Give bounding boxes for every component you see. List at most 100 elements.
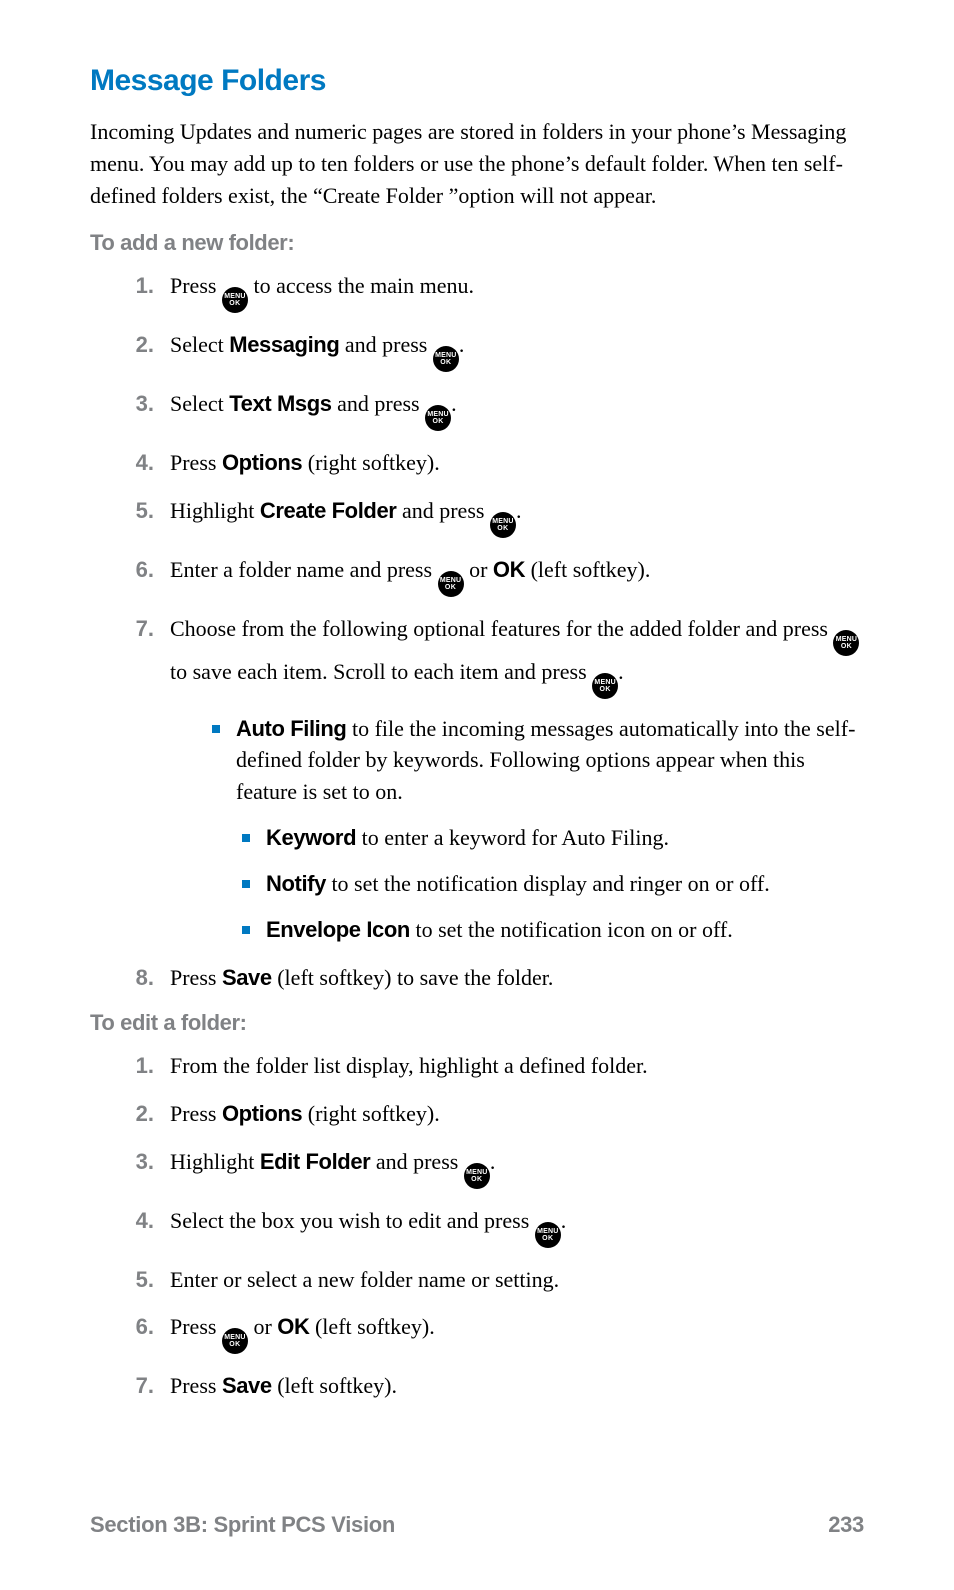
step-bold: OK [277,1314,309,1339]
step-text: and press [370,1149,463,1174]
bullet-bold: Auto Filing [236,716,346,741]
step-number: 3. [114,1146,154,1178]
document-page: Message Folders Incoming Updates and num… [0,0,954,1590]
step-number: 1. [114,270,154,302]
intro-paragraph: Incoming Updates and numeric pages are s… [90,116,864,212]
step-text: Press [170,1373,222,1398]
step-number: 2. [114,329,154,361]
step-text: Enter a folder name and press [170,557,438,582]
step-text: and press [339,332,432,357]
step-number: 8. [114,962,154,994]
menu-ok-icon: MENUOK [592,673,618,699]
step-bold: Save [222,1373,272,1398]
menu-ok-icon: MENUOK [433,346,459,372]
step-text: (left softkey). [272,1373,397,1398]
step-text: Choose from the following optional featu… [170,616,833,641]
step-text: (right softkey). [302,450,439,475]
step-item: 2. Press Options (right softkey). [90,1098,864,1130]
step-text: . [490,1149,496,1174]
subheading-add: To add a new folder: [90,230,864,256]
step-text: Press [170,1101,222,1126]
bullet-bold: Notify [266,871,326,896]
bullet-item: Notify to set the notification display a… [236,868,864,900]
step-text: Press [170,273,222,298]
step-text: . [459,332,465,357]
step-text: (left softkey). [309,1314,434,1339]
step-item: 1. Press MENUOK to access the main menu. [90,270,864,313]
step-text: Highlight [170,498,260,523]
step-text: Select [170,332,229,357]
step-text: . [451,391,457,416]
step-text: (right softkey). [302,1101,439,1126]
step-text: From the folder list display, highlight … [170,1053,648,1078]
bullet-text: to set the notification icon on or off. [410,917,733,942]
menu-ok-icon: MENUOK [425,405,451,431]
step-text: Select the box you wish to edit and pres… [170,1208,535,1233]
steps-list-add: 1. Press MENUOK to access the main menu.… [90,270,864,994]
step-text: Enter or select a new folder name or set… [170,1267,559,1292]
step-number: 7. [114,1370,154,1402]
menu-ok-icon: MENUOK [490,512,516,538]
step-item: 3. Highlight Edit Folder and press MENUO… [90,1146,864,1189]
step-text: . [516,498,522,523]
step-item: 2. Select Messaging and press MENUOK. [90,329,864,372]
bullet-list: Keyword to enter a keyword for Auto Fili… [236,822,864,946]
menu-ok-icon: MENUOK [464,1163,490,1189]
menu-ok-icon: MENUOK [438,571,464,597]
step-text: Press [170,965,222,990]
step-text: and press [332,391,425,416]
step-text: Highlight [170,1149,260,1174]
menu-ok-icon: MENUOK [833,630,859,656]
step-number: 6. [114,1311,154,1343]
step-text: Select [170,391,229,416]
step-item: 6. Enter a folder name and press MENUOK … [90,554,864,597]
step-item: 7. Choose from the following optional fe… [90,613,864,946]
subheading-edit: To edit a folder: [90,1010,864,1036]
step-item: 4. Select the box you wish to edit and p… [90,1205,864,1248]
steps-list-edit: 1. From the folder list display, highlig… [90,1050,864,1403]
step-text: and press [396,498,489,523]
step-number: 1. [114,1050,154,1082]
step-text: to save each item. Scroll to each item a… [170,659,592,684]
step-item: 6. Press MENUOK or OK (left softkey). [90,1311,864,1354]
step-number: 4. [114,1205,154,1237]
step-item: 7. Press Save (left softkey). [90,1370,864,1402]
step-item: 3. Select Text Msgs and press MENUOK. [90,388,864,431]
step-item: 4. Press Options (right softkey). [90,447,864,479]
page-footer: Section 3B: Sprint PCS Vision 233 [90,1512,864,1538]
menu-ok-icon: MENUOK [222,287,248,313]
bullet-item: Auto Filing to file the incoming message… [170,713,864,946]
step-number: 4. [114,447,154,479]
step-text: Press [170,450,222,475]
bullet-bold: Envelope Icon [266,917,410,942]
step-text: or [248,1314,277,1339]
step-item: 5. Highlight Create Folder and press MEN… [90,495,864,538]
footer-section: Section 3B: Sprint PCS Vision [90,1512,395,1538]
bullet-item: Keyword to enter a keyword for Auto Fili… [236,822,864,854]
footer-page-number: 233 [828,1512,864,1538]
step-bold: Save [222,965,272,990]
step-number: 6. [114,554,154,586]
menu-ok-icon: MENUOK [535,1222,561,1248]
step-number: 5. [114,495,154,527]
step-number: 7. [114,613,154,645]
step-text: . [618,659,624,684]
step-bold: Text Msgs [229,391,331,416]
step-bold: Edit Folder [260,1149,371,1174]
step-item: 1. From the folder list display, highlig… [90,1050,864,1082]
step-text: or [464,557,493,582]
step-bold: Options [222,450,302,475]
step-text: (left softkey). [525,557,650,582]
step-item: 8. Press Save (left softkey) to save the… [90,962,864,994]
step-item: 5. Enter or select a new folder name or … [90,1264,864,1296]
menu-ok-icon: MENUOK [222,1328,248,1354]
step-number: 2. [114,1098,154,1130]
bullet-text: to set the notification display and ring… [326,871,770,896]
bullet-item: Envelope Icon to set the notification ic… [236,914,864,946]
page-heading: Message Folders [90,64,864,98]
step-bold: OK [493,557,525,582]
step-number: 3. [114,388,154,420]
bullet-bold: Keyword [266,825,356,850]
step-text: Press [170,1314,222,1339]
step-text: (left softkey) to save the folder. [272,965,554,990]
